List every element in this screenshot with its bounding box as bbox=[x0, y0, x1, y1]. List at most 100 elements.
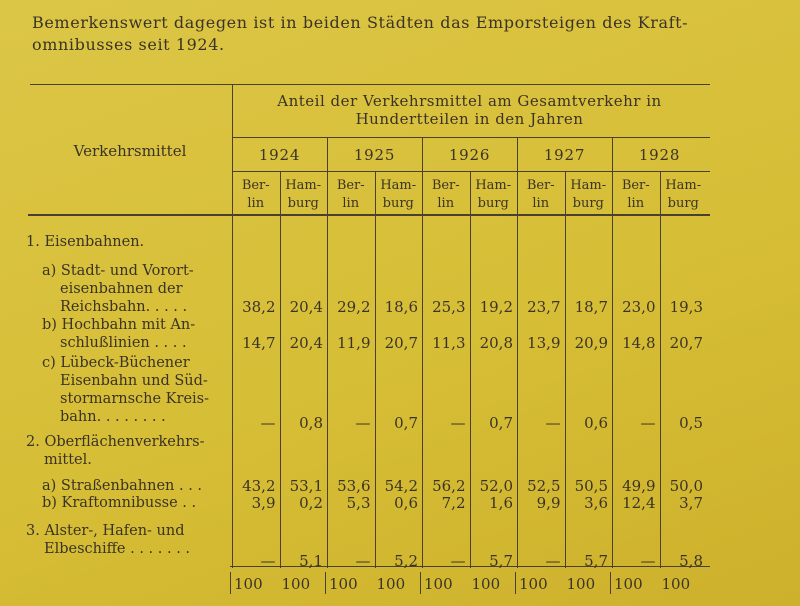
cell-value: 14,7 bbox=[242, 334, 276, 352]
sub-header: Ham- bbox=[570, 178, 607, 193]
cell-value: 11,9 bbox=[337, 334, 371, 352]
cell-value: 0,8 bbox=[299, 414, 323, 432]
total-value: 100 bbox=[329, 575, 358, 593]
sub-header: lin bbox=[247, 196, 265, 211]
cell-value: 50,0 bbox=[669, 477, 703, 495]
rule bbox=[564, 171, 566, 568]
cell-value: 3,7 bbox=[679, 494, 703, 512]
cell-value: 14,8 bbox=[622, 334, 656, 352]
row-label: schlußlinien . . . . bbox=[60, 335, 187, 351]
sub-header: Ber- bbox=[336, 178, 365, 193]
cell-value: 11,3 bbox=[432, 334, 466, 352]
cell-value: 3,9 bbox=[251, 494, 276, 512]
cell-value: 53,1 bbox=[289, 477, 323, 495]
sub-header: Ham- bbox=[665, 178, 702, 193]
sub-header: Ham- bbox=[475, 178, 512, 193]
rule bbox=[610, 572, 611, 594]
sub-header: burg bbox=[477, 196, 509, 211]
cell-value: 0,2 bbox=[299, 494, 323, 512]
sub-header: burg bbox=[382, 196, 414, 211]
cell-value: 56,2 bbox=[432, 477, 466, 495]
cell-value: 5,1 bbox=[299, 552, 323, 570]
sub-header: lin bbox=[437, 196, 455, 211]
row-label: 1. Eisenbahnen. bbox=[26, 234, 145, 250]
cell-value: 9,9 bbox=[536, 494, 561, 512]
cell-value: — bbox=[640, 414, 656, 432]
sub-header: Ber- bbox=[431, 178, 460, 193]
cell-value: 0,5 bbox=[679, 414, 703, 432]
cell-value: — bbox=[355, 552, 371, 570]
cell-value: 25,3 bbox=[432, 298, 466, 316]
sub-header: lin bbox=[342, 196, 360, 211]
cell-value: 20,7 bbox=[669, 334, 703, 352]
rule bbox=[30, 84, 710, 85]
year-header: 1928 bbox=[638, 146, 681, 164]
row-label: c) Lübeck-Büchener bbox=[42, 355, 190, 371]
cell-value: 20,9 bbox=[574, 334, 608, 352]
sub-header: Ber- bbox=[241, 178, 270, 193]
total-value: 100 bbox=[281, 575, 311, 593]
rule bbox=[232, 171, 710, 172]
year-header: 1927 bbox=[543, 146, 586, 164]
total-value: 100 bbox=[471, 575, 501, 593]
rule bbox=[230, 572, 231, 594]
total-value: 100 bbox=[376, 575, 406, 593]
cell-value: 43,2 bbox=[242, 477, 276, 495]
cell-value: 20,4 bbox=[289, 334, 323, 352]
rule bbox=[28, 214, 710, 216]
row-label: stormarnsche Kreis- bbox=[60, 391, 210, 407]
intro-line: Bemerkenswert dagegen ist in beiden Städ… bbox=[32, 13, 689, 32]
cell-value: 5,3 bbox=[346, 494, 371, 512]
total-value: 100 bbox=[614, 575, 643, 593]
row-label: Elbeschiffe . . . . . . . bbox=[44, 541, 191, 557]
cell-value: 0,6 bbox=[584, 414, 608, 432]
cell-value: — bbox=[355, 414, 371, 432]
stub-header: Verkehrsmittel bbox=[73, 142, 187, 160]
cell-value: 19,3 bbox=[669, 298, 703, 316]
cell-value: 0,7 bbox=[394, 414, 418, 432]
intro-line: omnibusses seit 1924. bbox=[32, 35, 225, 54]
cell-value: 3,6 bbox=[584, 494, 608, 512]
cell-value: 0,6 bbox=[394, 494, 418, 512]
rule bbox=[515, 572, 516, 594]
span-header: Hundertteilen in den Jahren bbox=[355, 110, 584, 128]
cell-value: 13,9 bbox=[527, 334, 561, 352]
year-header: 1926 bbox=[448, 146, 491, 164]
year-header: 1924 bbox=[258, 146, 301, 164]
row-label: bahn. . . . . . . . bbox=[60, 409, 166, 425]
sub-header: Ham- bbox=[380, 178, 417, 193]
rule bbox=[517, 137, 518, 568]
rule bbox=[232, 84, 233, 568]
rule bbox=[327, 137, 328, 568]
cell-value: 19,2 bbox=[479, 298, 513, 316]
sub-header: lin bbox=[627, 196, 645, 211]
cell-value: 5,7 bbox=[584, 552, 608, 570]
cell-value: — bbox=[260, 414, 276, 432]
sub-header: Ham- bbox=[285, 178, 322, 193]
row-label: b) Hochbahn mit An- bbox=[42, 317, 196, 333]
cell-value: 23,7 bbox=[527, 298, 561, 316]
row-label: b) Kraftomnibusse . . bbox=[42, 495, 197, 511]
cell-value: 18,7 bbox=[574, 298, 608, 316]
cell-value: 20,7 bbox=[384, 334, 418, 352]
cell-value: 49,9 bbox=[622, 477, 656, 495]
cell-value: — bbox=[260, 552, 276, 570]
cell-value: 23,0 bbox=[622, 298, 656, 316]
cell-value: — bbox=[450, 414, 466, 432]
rule bbox=[325, 572, 326, 594]
cell-value: 7,2 bbox=[441, 494, 466, 512]
row-label: a) Straßenbahnen . . . bbox=[42, 478, 203, 494]
row-label: 2. Oberflächenverkehrs- bbox=[26, 434, 205, 450]
row-label: Reichsbahn. . . . . bbox=[60, 299, 188, 315]
row-label: Eisenbahn und Süd- bbox=[60, 373, 208, 389]
rule bbox=[374, 171, 376, 568]
rule bbox=[612, 137, 613, 568]
sub-header: burg bbox=[572, 196, 604, 211]
rule bbox=[232, 137, 710, 138]
cell-value: 50,5 bbox=[574, 477, 608, 495]
total-value: 100 bbox=[519, 575, 548, 593]
cell-value: 0,7 bbox=[489, 414, 513, 432]
cell-value: — bbox=[545, 552, 561, 570]
total-value: 100 bbox=[566, 575, 596, 593]
